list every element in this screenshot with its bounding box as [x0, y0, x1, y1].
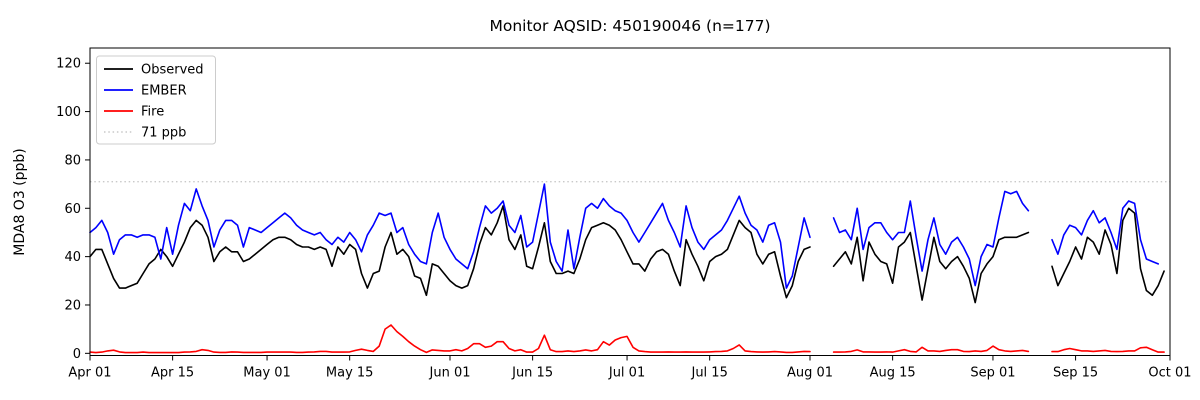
- legend-label-threshold: 71 ppb: [141, 126, 186, 141]
- legend-label-fire: Fire: [141, 105, 164, 120]
- y-tick-label: 40: [64, 250, 81, 265]
- legend: Observed EMBER Fire 71 ppb: [96, 55, 216, 145]
- x-tick-label: Apr 01: [68, 366, 111, 381]
- x-tick-label: Jul 01: [608, 366, 645, 381]
- y-tick-label: 120: [56, 57, 81, 72]
- x-tick-label: Aug 15: [870, 366, 916, 381]
- y-tick-label: 100: [56, 105, 81, 120]
- series-line-observed: [89, 205, 1165, 304]
- legend-label-observed: Observed: [141, 63, 204, 78]
- series-line-ember: [89, 183, 1159, 289]
- series-line-fire: [89, 324, 1165, 354]
- x-tick-label: May 01: [243, 366, 291, 381]
- y-tick-label: 80: [64, 153, 81, 168]
- plot-area: 0 20 40 60 80 100 120 Apr 01 Apr 15 May 01 May 15 J…: [56, 57, 1191, 381]
- x-tick-label: Jun 15: [511, 366, 553, 381]
- x-tick-label: Oct 01: [1148, 366, 1191, 381]
- x-tick-label: Sep 15: [1053, 366, 1098, 381]
- x-tick-label: May 15: [326, 366, 374, 381]
- legend-box: [96, 55, 216, 145]
- legend-label-ember: EMBER: [141, 84, 187, 99]
- chart-title: Monitor AQSID: 450190046 (n=177): [489, 17, 770, 35]
- x-tick-label: Sep 01: [970, 366, 1015, 381]
- x-tick-label: Jun 01: [429, 366, 471, 381]
- y-tick-label: 20: [64, 298, 81, 313]
- x-tick-label: Aug 01: [787, 366, 833, 381]
- y-axis-label: MDA8 O3 (ppb): [12, 148, 28, 256]
- plot-frame: [89, 47, 1171, 356]
- x-tick-label: Apr 15: [151, 366, 194, 381]
- x-tick-label: Jul 15: [690, 366, 727, 381]
- y-tick-label: 0: [73, 347, 81, 362]
- y-tick-label: 60: [64, 202, 81, 217]
